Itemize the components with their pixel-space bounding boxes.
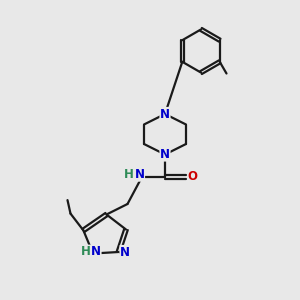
Text: N: N: [91, 245, 101, 258]
Text: N: N: [160, 148, 170, 161]
Text: N: N: [160, 107, 170, 121]
Text: H: H: [81, 245, 90, 258]
Text: H: H: [124, 168, 134, 181]
Text: N: N: [120, 245, 130, 259]
Text: O: O: [188, 170, 198, 184]
Text: N: N: [134, 168, 145, 181]
